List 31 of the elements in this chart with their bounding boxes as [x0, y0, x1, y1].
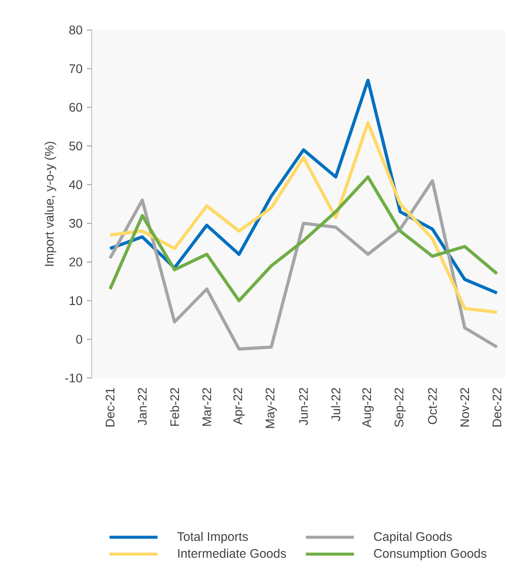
line-series [108, 175, 499, 302]
x-tick-label: Sep-22 [394, 388, 406, 427]
x-tick-label: Feb-22 [170, 388, 180, 426]
legend-label: Intermediate Goods [178, 548, 286, 558]
x-tick-label: Apr-22 [233, 388, 245, 425]
legend-label: Capital Goods [374, 532, 452, 544]
x-tick-label: Oct-22 [428, 388, 437, 424]
y-tick-label: -10 [65, 374, 82, 382]
x-tick-label: Jun-22 [299, 388, 308, 426]
y-axis-title: Import value, y-o-y (%) [44, 142, 56, 266]
y-tick-label: 30 [69, 218, 82, 228]
x-tick-label: Mar-22 [202, 388, 212, 426]
x-tick-label: Nov-22 [460, 388, 470, 426]
y-tick-label: 20 [69, 258, 82, 266]
y-tick-label: 70 [69, 64, 82, 74]
legend-label: Consumption Goods [374, 548, 486, 560]
line-series [108, 121, 499, 314]
y-tick-label: 40 [69, 180, 82, 190]
y-tick-label: 80 [69, 26, 82, 34]
x-tick-label: Jan-22 [138, 388, 147, 426]
line-series [108, 179, 499, 351]
x-tick-label: Jul-22 [331, 388, 340, 422]
x-tick-label: Dec-21 [106, 388, 114, 426]
y-tick-label: 50 [69, 142, 82, 150]
x-tick-label: Aug-22 [362, 388, 374, 428]
y-tick-label: 10 [70, 296, 82, 306]
y-tick-label: 0 [76, 334, 82, 344]
y-tick-label: 60 [69, 102, 82, 112]
x-tick-label: May-22 [266, 388, 277, 428]
legend-label: Total Imports [177, 532, 248, 544]
x-tick-label: Dec-22 [492, 388, 502, 426]
